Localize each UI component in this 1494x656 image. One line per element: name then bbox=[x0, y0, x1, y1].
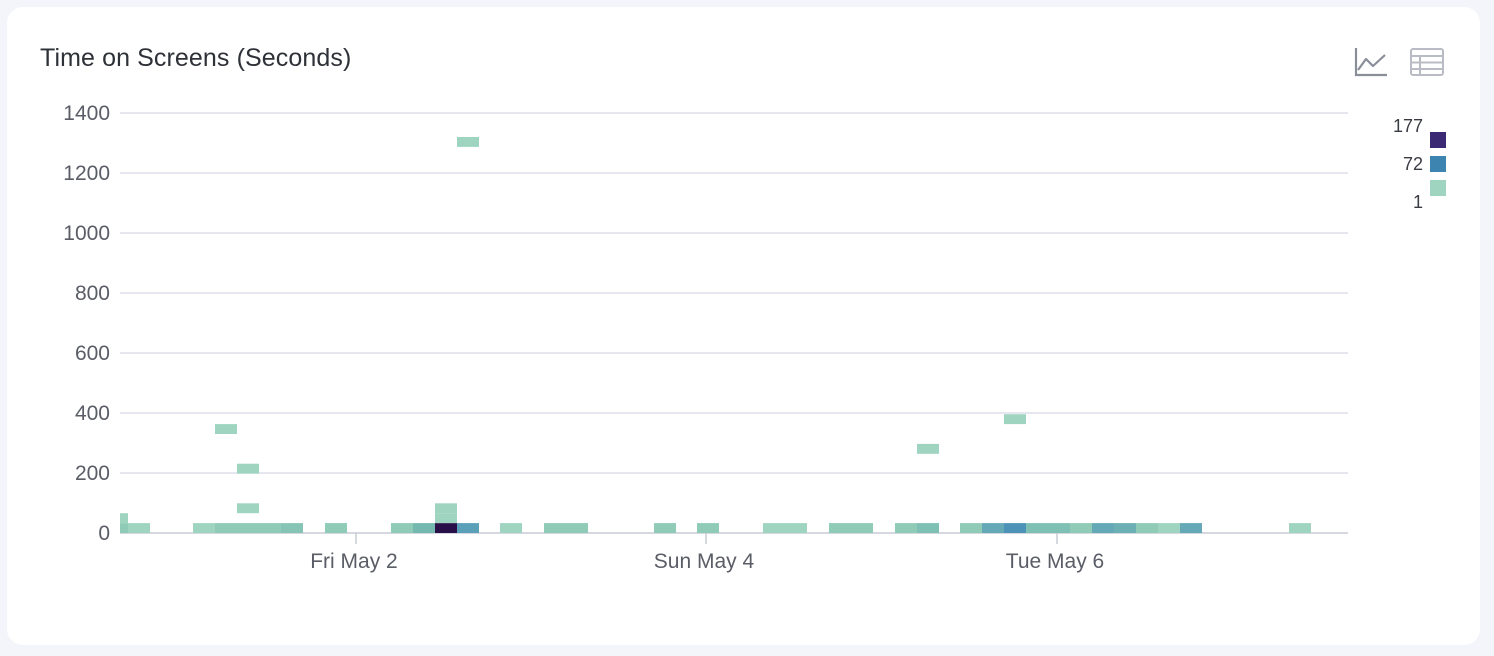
heatmap-cell[interactable] bbox=[435, 503, 457, 514]
line-chart-icon bbox=[1354, 48, 1387, 77]
heatmap-cell[interactable] bbox=[1048, 523, 1070, 533]
legend-label: 1 bbox=[1413, 192, 1423, 212]
y-axis-labels: 0 200 400 600 800 1000 1200 1400 bbox=[63, 102, 110, 545]
heatmap-cell[interactable] bbox=[1026, 523, 1048, 533]
heatmap-cell[interactable] bbox=[1114, 523, 1136, 533]
heatmap-cell[interactable] bbox=[917, 523, 939, 533]
legend-label: 177 bbox=[1393, 116, 1423, 136]
table-icon bbox=[1410, 48, 1444, 76]
y-tick-label: 800 bbox=[75, 282, 110, 305]
heatmap-cell[interactable] bbox=[457, 137, 479, 147]
heatmap-cell[interactable] bbox=[120, 513, 128, 524]
heatmap-cell[interactable] bbox=[1004, 523, 1026, 533]
heatmap-cell[interactable] bbox=[917, 443, 939, 454]
heatmap-cell[interactable] bbox=[1004, 414, 1026, 425]
heatmap-cell[interactable] bbox=[829, 523, 851, 533]
heatmap-cell[interactable] bbox=[193, 523, 215, 533]
x-axis: Fri May 2 Sun May 4 Tue May 6 bbox=[310, 533, 1104, 573]
heatmap-cell[interactable] bbox=[259, 523, 281, 533]
heatmap-cell[interactable] bbox=[697, 523, 719, 533]
heatmap-cell[interactable] bbox=[1092, 523, 1114, 533]
y-tick-label: 0 bbox=[98, 522, 110, 545]
y-tick-label: 200 bbox=[75, 462, 110, 485]
legend-swatch bbox=[1430, 132, 1446, 148]
legend-label: 72 bbox=[1403, 154, 1423, 174]
y-tick-label: 600 bbox=[75, 342, 110, 365]
heatmap-cell[interactable] bbox=[851, 523, 873, 533]
table-view-button[interactable] bbox=[1408, 46, 1446, 78]
heatmap-cell[interactable] bbox=[895, 523, 917, 533]
heatmap-cell[interactable] bbox=[1070, 523, 1092, 533]
heatmap-cells bbox=[120, 137, 1311, 533]
heatmap-cell[interactable] bbox=[1158, 523, 1180, 533]
heatmap-cell[interactable] bbox=[237, 523, 259, 533]
gridlines bbox=[120, 112, 1348, 534]
heatmap-cell[interactable] bbox=[982, 523, 1004, 533]
chart-title: Time on Screens (Seconds) bbox=[40, 44, 352, 72]
heatmap-cell[interactable] bbox=[785, 523, 807, 533]
heatmap-cell[interactable] bbox=[763, 523, 785, 533]
heatmap-cell[interactable] bbox=[237, 503, 259, 514]
legend-swatch bbox=[1430, 156, 1446, 172]
heatmap-cell[interactable] bbox=[391, 523, 413, 533]
chart-toolbar bbox=[1352, 46, 1446, 78]
heatmap-cell[interactable] bbox=[128, 523, 150, 533]
x-tick-label: Fri May 2 bbox=[310, 550, 398, 573]
y-tick-label: 1000 bbox=[63, 222, 110, 245]
heatmap-cell[interactable] bbox=[457, 523, 479, 533]
heatmap-cell[interactable] bbox=[435, 513, 457, 524]
heatmap-cell[interactable] bbox=[435, 523, 457, 533]
y-tick-label: 1400 bbox=[63, 102, 110, 125]
y-tick-label: 1200 bbox=[63, 162, 110, 185]
heatmap-cell[interactable] bbox=[1136, 523, 1158, 533]
line-chart-view-button[interactable] bbox=[1352, 46, 1390, 78]
color-legend: 177 72 1 bbox=[1393, 116, 1446, 212]
x-tick-label: Sun May 4 bbox=[654, 550, 755, 573]
legend-swatch bbox=[1430, 180, 1446, 196]
x-tick-label: Tue May 6 bbox=[1006, 550, 1104, 573]
heatmap-cell[interactable] bbox=[215, 523, 237, 533]
heatmap-cell[interactable] bbox=[1289, 523, 1311, 533]
y-tick-label: 400 bbox=[75, 402, 110, 425]
heatmap-cell[interactable] bbox=[215, 424, 237, 434]
heatmap-cell[interactable] bbox=[120, 523, 128, 533]
heatmap-cell[interactable] bbox=[237, 463, 259, 474]
heatmap-cell[interactable] bbox=[566, 523, 588, 533]
heatmap-cell[interactable] bbox=[960, 523, 982, 533]
heatmap-cell[interactable] bbox=[500, 523, 522, 533]
heatmap-cell[interactable] bbox=[654, 523, 676, 533]
heatmap-cell[interactable] bbox=[281, 523, 303, 533]
heatmap-cell[interactable] bbox=[325, 523, 347, 533]
heatmap-cell[interactable] bbox=[544, 523, 566, 533]
heatmap-cell[interactable] bbox=[1180, 523, 1202, 533]
heatmap-cell[interactable] bbox=[413, 523, 435, 533]
